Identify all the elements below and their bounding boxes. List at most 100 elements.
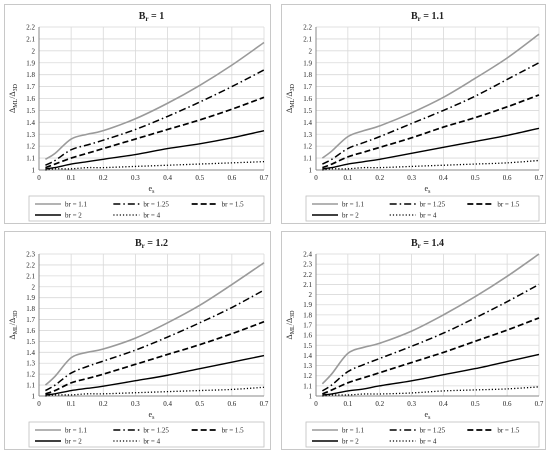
x-axis-label-sub: s [152,415,155,421]
series-line-5 [322,386,540,397]
y-tick-label: 1 [309,393,313,401]
chart-title-main: B [135,238,142,249]
x-tick-label: 0.3 [131,174,140,182]
y-tick-label: 1.9 [303,59,312,67]
y-axis-label-sub2: 3D [13,83,19,91]
x-tick-label: 0.5 [195,174,204,182]
legend-label: br = 1.25 [143,427,169,435]
x-tick-label: 0.6 [227,400,236,408]
chart-title-rest: = 1.2 [145,238,168,249]
series-line-1 [321,33,540,159]
y-tick-label: 2.2 [303,271,312,279]
y-tick-label: 1.6 [26,327,35,335]
x-tick-label: 0.5 [195,400,204,408]
x-tick-label: 0.1 [67,174,76,182]
y-axis-label-slash: /Δ [8,318,17,325]
y-tick-label: 1.4 [26,119,35,127]
x-axis-label-sub: s [428,415,431,421]
y-tick-label: 2.3 [26,251,35,259]
chart-title-rest: = 1 [149,11,165,22]
series-line-1 [44,262,265,386]
legend-label: br = 1.25 [420,201,446,209]
y-axis-label: ΔML/Δ3D [8,83,19,113]
y-axis-label-sub2: 3D [13,310,19,318]
x-tick-label: 0.2 [99,174,108,182]
legend-label: br = 1.5 [222,427,245,435]
y-tick-label: 1.9 [26,59,35,67]
chart-title-main: B [139,11,146,22]
y-tick-label: 2.4 [303,251,312,259]
legend-label: br = 2 [342,438,359,446]
series-line-1 [321,253,540,385]
chart-panel-4: Br = 1.4 1 1.1 1.2 1.3 1.4 1.5 1.6 1.7 1.8 1.9 2 2.1… [281,231,546,450]
x-tick-label: 0.3 [407,174,416,182]
chart-svg: Br = 1 1 1.1 1.2 1.3 1.4 1.5 1.6 1.7 1.8 1.9 2 2.1 2.… [8,11,269,222]
x-tick-label: 0.2 [375,400,384,408]
y-tick-label: 2 [309,291,313,299]
legend-box [28,195,265,222]
x-tick-label: 0.7 [535,174,544,182]
y-axis-label-sub1: ML [290,98,296,107]
y-tick-label: 1.9 [26,294,35,302]
y-tick-label: 1.4 [303,352,312,360]
chart-title: Br = 1.1 [411,11,444,23]
x-tick-label: 0.7 [260,174,269,182]
chart-title-rest: = 1.4 [421,238,444,249]
legend-box [28,421,265,448]
y-axis-label: ΔML/Δ3D [285,83,296,113]
y-tick-label: 1 [32,393,36,401]
x-tick-label: 0.2 [375,174,384,182]
series-line-5 [45,386,265,397]
chart-svg: Br = 1.4 1 1.1 1.2 1.3 1.4 1.5 1.6 1.7 1.8 1.9 2 2.1… [285,238,544,448]
y-axis-label-main: Δ [285,108,294,113]
chart-title: Br = 1.4 [411,238,444,250]
series-line-5 [322,159,540,171]
legend-label: br = 1.1 [65,427,88,435]
y-axis-label-sub1: ML [13,98,19,107]
x-axis-label: es [425,184,432,195]
chart-title-sub: r [418,242,421,250]
y-tick-label: 1.2 [26,143,35,151]
chart-title: Br = 1 [139,11,164,23]
y-tick-label: 1.1 [26,382,35,390]
y-axis-label-sub1: ML [13,325,19,334]
y-tick-label: 2.3 [303,261,312,269]
y-tick-label: 1.4 [26,349,35,357]
series-line-4 [322,353,540,396]
x-tick-label: 0.3 [131,400,140,408]
y-tick-label: 1.8 [303,311,312,319]
y-tick-label: 1.5 [26,107,35,115]
y-tick-label: 1.3 [26,131,35,139]
chart-title-sub: r [142,242,145,250]
x-tick-label: 0 [37,174,41,182]
series-line-2 [45,69,265,166]
y-axis-label-main: Δ [8,108,17,113]
chart-title-rest: = 1.1 [421,11,444,22]
y-tick-label: 1.3 [26,360,35,368]
x-tick-label: 0.3 [407,400,416,408]
x-tick-label: 0.6 [227,174,236,182]
series-line-1 [45,41,265,160]
y-tick-label: 1.2 [303,143,312,151]
y-tick-label: 2.1 [303,281,312,289]
y-tick-label: 1.1 [26,155,35,163]
y-tick-label: 1.1 [303,382,312,390]
series-line-4 [322,127,540,170]
legend-label: br = 2 [65,212,82,220]
series-line-4 [45,129,265,170]
x-tick-label: 0.1 [343,400,352,408]
x-tick-label: 0.4 [163,174,172,182]
y-tick-label: 1.7 [26,83,35,91]
series-line-2 [322,62,540,165]
legend-label: br = 1.1 [65,201,88,209]
y-tick-label: 1.8 [303,71,312,79]
legend-label: br = 1.5 [497,427,520,435]
y-tick-label: 2.2 [303,24,312,32]
x-tick-label: 0.6 [503,400,512,408]
series-line-2 [45,289,265,392]
chart-panel-2: Br = 1.1 1 1.1 1.2 1.3 1.4 1.5 1.6 1.7 1.8 1.9 2 2.1… [281,4,546,224]
legend-label: br = 2 [65,438,82,446]
y-axis-label-main: Δ [8,334,17,339]
y-tick-label: 1.8 [26,71,35,79]
y-tick-label: 1.5 [303,342,312,350]
